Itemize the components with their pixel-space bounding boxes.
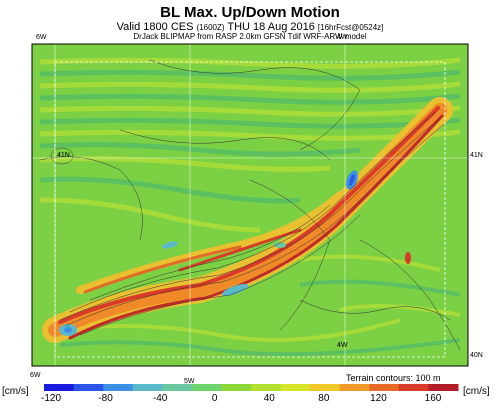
grid-label-bottom-mid: 4W — [337, 342, 348, 349]
terrain-contours — [39, 59, 461, 351]
colorbar-swatch — [339, 384, 370, 391]
colorbar-swatch — [44, 384, 75, 391]
colorbar-swatch — [398, 384, 429, 391]
colorbar-tick-label: -80 — [98, 393, 113, 404]
colorbar-swatch — [73, 384, 104, 391]
colorbar — [44, 384, 459, 391]
grid-label-left-mid: 41N — [57, 152, 70, 159]
downdraft-cells — [59, 170, 411, 336]
motion-field — [32, 44, 468, 366]
grid-label-top-left: 6W — [36, 34, 47, 41]
colorbar-tick-label: 160 — [424, 393, 442, 404]
colorbar-swatch — [221, 384, 252, 391]
colorbar-swatch — [369, 384, 400, 391]
grid-label-bottom-center: 5W — [184, 378, 195, 385]
colorbar-units-left: [cm/s] — [2, 386, 29, 397]
chart-title: BL Max. Up/Down Motion — [160, 4, 340, 21]
grid-label-bottom-left: 6W — [30, 372, 41, 379]
grid-label-right-upper: 41N — [470, 152, 483, 159]
colorbar-swatch — [428, 384, 459, 391]
colorbar-swatch — [132, 384, 163, 391]
colorbar-tick-label: 0 — [211, 393, 218, 404]
map-frame — [31, 43, 469, 367]
colorbar-swatch — [310, 384, 341, 391]
valid-time: Valid 1800 CES — [116, 21, 194, 33]
terrain-contours-note: Terrain contours: 100 m — [346, 373, 441, 383]
colorbar-tick-label: 80 — [318, 393, 330, 404]
valid-date: THU 18 Aug 2016 — [227, 21, 315, 33]
colorbar-swatch — [191, 384, 222, 391]
forecast-info: [16hrFcst@0524z] — [317, 23, 384, 32]
grid-label-right-lower: 40N — [470, 352, 483, 359]
valid-time-utc: (1600Z) — [196, 23, 225, 32]
colorbar-swatch — [103, 384, 134, 391]
valid-time-line: Valid 1800 CES (1600Z) THU 18 Aug 2016 [… — [0, 21, 500, 33]
colorbar-units-right: [cm/s] — [463, 386, 490, 397]
colorbar-tick-label: -40 — [152, 393, 168, 404]
colorbar-tick-label: 40 — [263, 393, 275, 404]
grid-label-top-right: 4W — [337, 34, 348, 41]
colorbar-tick-label: 120 — [370, 393, 387, 404]
colorbar-tick-label: -120 — [40, 393, 62, 404]
colorbar-swatch — [162, 384, 193, 391]
model-credit: DrJack BLIPMAP from RASP 2.0km GFSN Tdif… — [133, 32, 367, 41]
colorbar-swatch — [251, 384, 282, 391]
colorbar-swatch — [280, 384, 311, 391]
